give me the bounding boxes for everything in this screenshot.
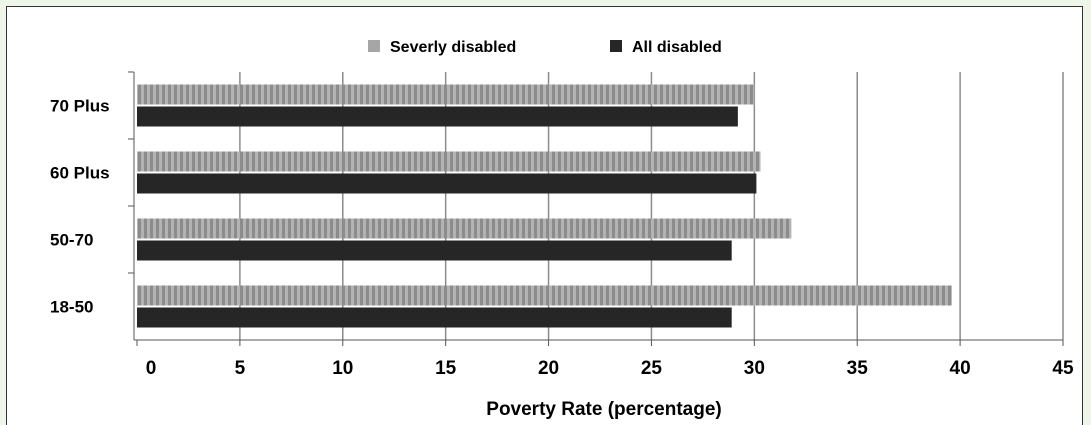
bar-all-disabled xyxy=(137,307,732,328)
y-tick-label: 60 Plus xyxy=(50,164,110,183)
x-tick-label: 30 xyxy=(744,358,765,379)
legend: Severly disabled All disabled xyxy=(368,39,722,56)
x-tick-label: 0 xyxy=(146,358,157,379)
chart-frame xyxy=(6,6,1083,425)
legend-swatch-severly-disabled xyxy=(368,40,380,52)
bar-all-disabled xyxy=(137,240,732,261)
legend-label-all-disabled: All disabled xyxy=(632,39,722,56)
bar-severly-disabled xyxy=(137,285,952,306)
x-axis-title: Poverty Rate (percentage) xyxy=(486,399,721,420)
x-tick-label: 5 xyxy=(235,358,246,379)
x-tick-label: 40 xyxy=(950,358,971,379)
x-tick-label: 45 xyxy=(1052,358,1074,379)
bar-severly-disabled xyxy=(137,151,761,172)
x-tick-label: 10 xyxy=(332,358,353,379)
legend-swatch-all-disabled xyxy=(610,40,622,52)
legend-label-severly-disabled: Severly disabled xyxy=(390,39,516,56)
x-tick-label: 15 xyxy=(435,358,457,379)
axes xyxy=(128,71,1064,346)
labels: 0 5 10 15 20 25 30 35 40 45 18-50 50-70 60 Plus 70 Pl… xyxy=(50,97,1074,380)
y-tick-label: 18-50 xyxy=(50,298,93,317)
x-tick-label: 25 xyxy=(641,358,663,379)
bar-severly-disabled xyxy=(137,218,792,239)
bar-all-disabled xyxy=(137,173,757,194)
bars xyxy=(137,84,952,328)
bar-all-disabled xyxy=(137,106,738,127)
x-tick-label: 35 xyxy=(847,358,869,379)
bar-severly-disabled xyxy=(137,84,755,105)
y-tick-label: 70 Plus xyxy=(50,97,110,116)
y-tick-label: 50-70 xyxy=(50,231,93,250)
x-tick-label: 20 xyxy=(538,358,559,379)
